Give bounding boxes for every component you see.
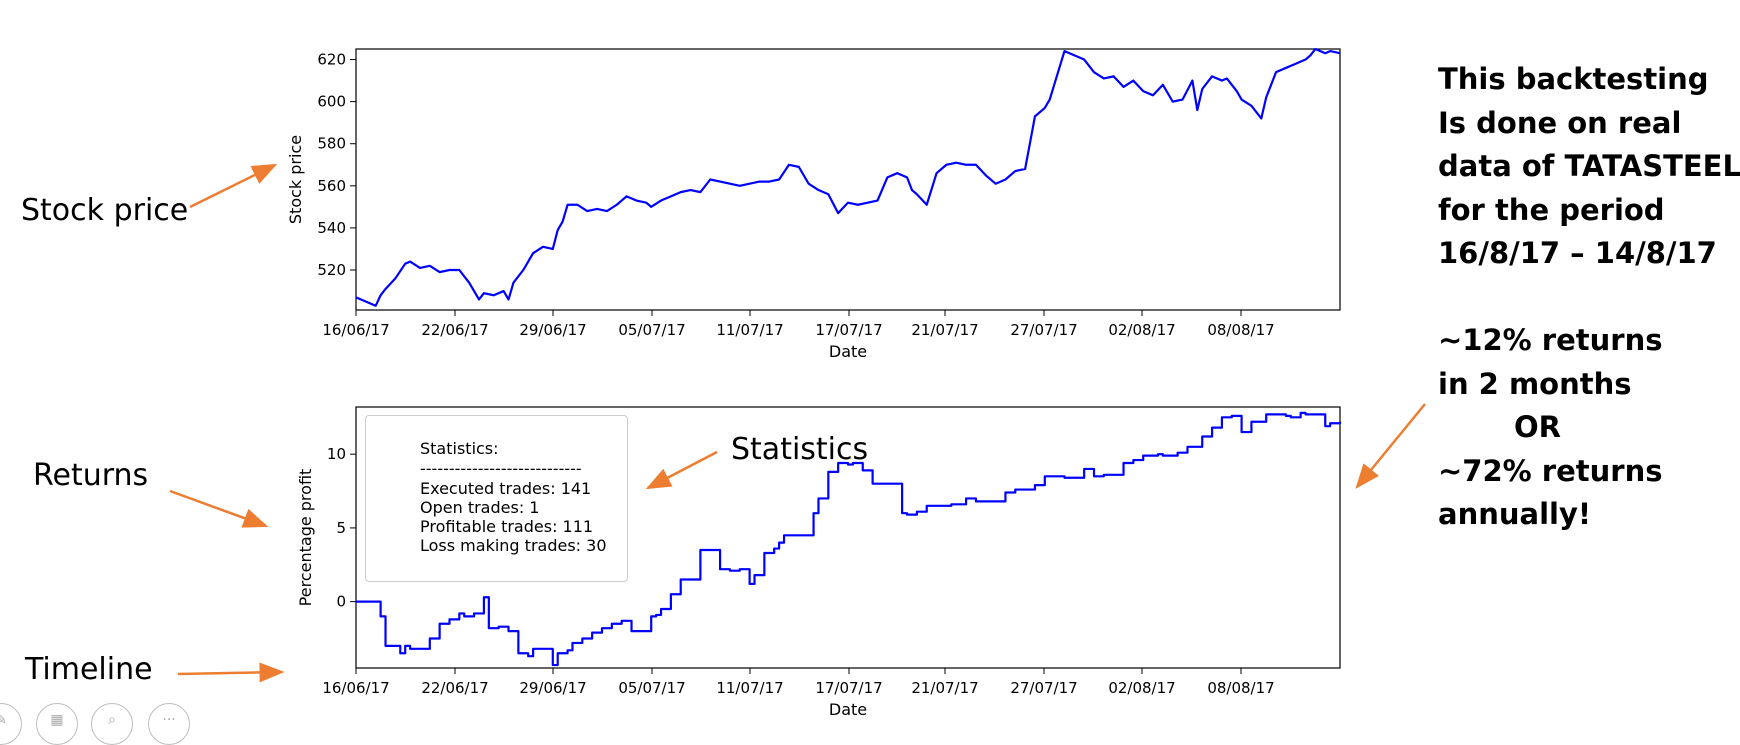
returns-arrow bbox=[169, 489, 269, 528]
x-tick-label: 29/06/17 bbox=[519, 679, 586, 697]
x-tick-label: 17/07/17 bbox=[815, 321, 882, 339]
y-axis-label: Stock price bbox=[286, 135, 305, 224]
x-tick-label: 08/08/17 bbox=[1207, 679, 1274, 697]
y-tick-label: 0 bbox=[336, 593, 346, 611]
note-line: data of TATASTEEL bbox=[1438, 149, 1740, 183]
backtest-note: This backtesting Is done on real data of… bbox=[1438, 58, 1740, 537]
x-tick-label: 17/07/17 bbox=[815, 679, 882, 697]
x-tick-label: 11/07/17 bbox=[716, 679, 783, 697]
y-tick-label: 5 bbox=[336, 519, 346, 537]
returns-chart: 0 5 10 16/06/17 22/06/17 29/06/17 05/07/17 11/0… bbox=[296, 406, 1342, 719]
series-line bbox=[355, 47, 1341, 307]
x-tick-label: 11/07/17 bbox=[716, 321, 783, 339]
x-tick-label: 05/07/17 bbox=[618, 321, 685, 339]
y-tick-label: 600 bbox=[317, 93, 346, 111]
timeline-callout: Timeline bbox=[25, 652, 153, 687]
more-icon[interactable]: ··· bbox=[148, 703, 190, 745]
note-line: for the period bbox=[1438, 192, 1665, 227]
stats-profitable-trades: Profitable trades: 111 bbox=[420, 517, 594, 536]
note-line: ~12% returns bbox=[1438, 323, 1663, 357]
x-tick-label: 21/07/17 bbox=[911, 679, 978, 697]
note-line: This backtesting bbox=[1438, 62, 1709, 96]
y-tick-label: 520 bbox=[317, 261, 346, 279]
x-tick-label: 27/07/17 bbox=[1010, 679, 1077, 697]
x-tick-label: 08/08/17 bbox=[1207, 321, 1274, 339]
y-tick-label: 620 bbox=[317, 51, 346, 69]
slide-icon[interactable]: ▦ bbox=[36, 703, 78, 745]
note-spacer bbox=[1438, 276, 1740, 320]
stock-price-arrow bbox=[189, 163, 278, 209]
y-tick-label: 10 bbox=[327, 445, 346, 463]
y-tick-label: 540 bbox=[317, 219, 346, 237]
returns-callout: Returns bbox=[33, 458, 149, 493]
x-axis-label: Date bbox=[829, 342, 867, 361]
stock-price-callout: Stock price bbox=[21, 193, 189, 228]
plot-frame bbox=[355, 406, 1341, 669]
note-line: annually! bbox=[1438, 497, 1592, 531]
stats-loss-trades: Loss making trades: 30 bbox=[420, 536, 607, 555]
note-line: 16/8/17 – 14/8/17 bbox=[1438, 236, 1717, 270]
x-tick-label: 16/06/17 bbox=[322, 321, 389, 339]
y-tick-label: 560 bbox=[317, 177, 346, 195]
x-tick-label: 27/07/17 bbox=[1010, 321, 1077, 339]
note-line: OR bbox=[1514, 410, 1561, 444]
stats-divider: ---------------------------- bbox=[420, 459, 582, 478]
x-tick-label: 02/08/17 bbox=[1108, 679, 1175, 697]
x-tick-label: 21/07/17 bbox=[911, 321, 978, 339]
stats-title: Statistics: bbox=[420, 439, 499, 458]
x-tick-label: 05/07/17 bbox=[618, 679, 685, 697]
returns-note-arrow bbox=[1355, 403, 1426, 489]
timeline-arrow bbox=[177, 662, 285, 683]
note-line: ~72% returns bbox=[1438, 453, 1663, 488]
x-tick-label: 29/06/17 bbox=[519, 321, 586, 339]
plot-frame bbox=[355, 48, 1341, 311]
statistics-box: Statistics: ----------------------------… bbox=[365, 415, 628, 582]
stats-open-trades: Open trades: 1 bbox=[420, 498, 540, 517]
x-tick-label: 16/06/17 bbox=[322, 679, 389, 697]
x-tick-label: 02/08/17 bbox=[1108, 321, 1175, 339]
stock-price-chart: 520 540 560 580 600 620 16/06/17 22/06/17 29/06/… bbox=[286, 47, 1341, 361]
statistics-callout: Statistics bbox=[731, 432, 869, 467]
x-tick-label: 22/06/17 bbox=[421, 679, 488, 697]
y-tick-label: 580 bbox=[317, 135, 346, 153]
stats-executed-trades: Executed trades: 141 bbox=[420, 479, 592, 498]
series-line bbox=[356, 411, 1342, 667]
note-line: Is done on real bbox=[1438, 105, 1682, 140]
statistics-arrow bbox=[645, 450, 718, 490]
x-axis-label: Date bbox=[829, 700, 867, 719]
x-tick-label: 22/06/17 bbox=[421, 321, 488, 339]
y-axis-label: Percentage profit bbox=[296, 469, 315, 607]
note-line: in 2 months bbox=[1438, 366, 1632, 401]
figure: 520 540 560 580 600 620 16/06/17 22/06/17 29/06/… bbox=[169, 47, 1426, 719]
zoom-icon[interactable]: ⌕ bbox=[91, 703, 133, 745]
